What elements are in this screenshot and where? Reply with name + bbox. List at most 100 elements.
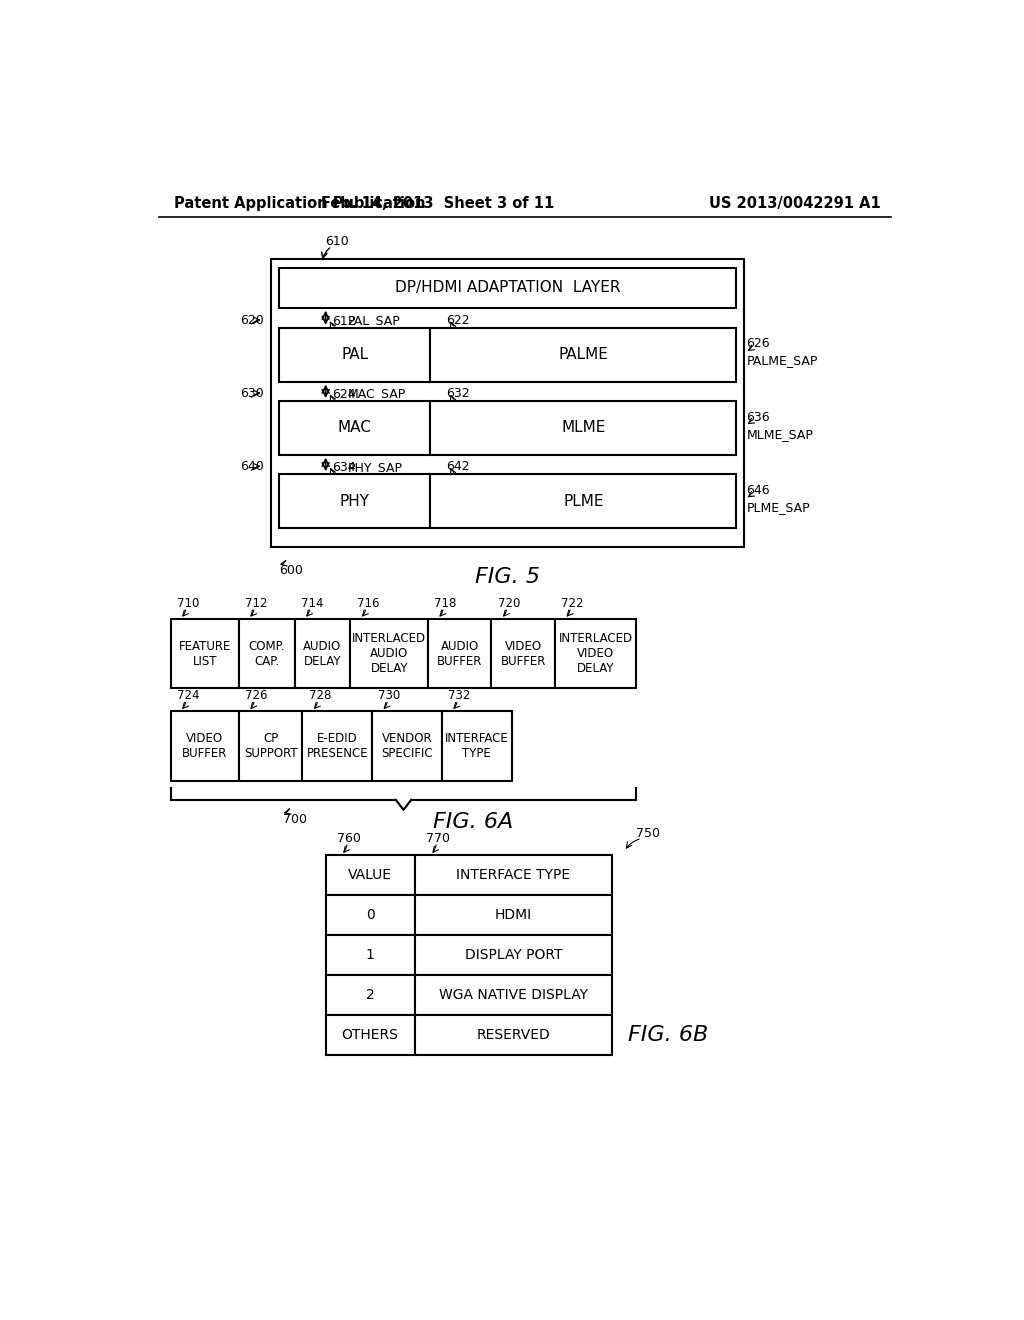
Text: PALME_SAP: PALME_SAP (746, 354, 818, 367)
Text: 636: 636 (746, 411, 770, 424)
Text: 1: 1 (366, 948, 375, 962)
Text: CP
SUPPORT: CP SUPPORT (244, 731, 297, 760)
Text: 732: 732 (449, 689, 470, 702)
Text: 770: 770 (426, 832, 451, 845)
Text: 610: 610 (326, 235, 349, 248)
Bar (239, 711, 302, 780)
Text: 724: 724 (177, 689, 200, 702)
Bar (280, 401, 430, 455)
Text: 722: 722 (561, 597, 584, 610)
Bar (415, 1015, 612, 1056)
Text: 714: 714 (301, 597, 324, 610)
Text: VALUE: VALUE (348, 869, 392, 882)
Text: INTERLACED
VIDEO
DELAY: INTERLACED VIDEO DELAY (559, 632, 633, 675)
Text: 712: 712 (245, 597, 267, 610)
Text: AUDIO
DELAY: AUDIO DELAY (303, 639, 342, 668)
Text: RESERVED: RESERVED (477, 1028, 551, 1043)
Text: 760: 760 (337, 832, 361, 845)
Bar (271, 259, 744, 548)
Text: 640: 640 (241, 459, 264, 473)
Text: FIG. 6A: FIG. 6A (433, 812, 513, 832)
Bar (326, 895, 415, 936)
Text: 0: 0 (366, 908, 375, 923)
Text: MLME: MLME (561, 420, 605, 436)
Text: 600: 600 (280, 564, 303, 577)
Text: MAC: MAC (338, 420, 372, 436)
Text: Patent Application Publication: Patent Application Publication (174, 195, 426, 211)
Text: MAC_SAP: MAC_SAP (347, 388, 406, 400)
Bar (326, 855, 415, 895)
Text: PAL: PAL (341, 347, 369, 362)
Text: WGA NATIVE DISPLAY: WGA NATIVE DISPLAY (439, 989, 588, 1002)
Bar (326, 975, 415, 1015)
Text: Feb. 14, 2013  Sheet 3 of 11: Feb. 14, 2013 Sheet 3 of 11 (322, 195, 555, 211)
Text: 710: 710 (177, 597, 200, 610)
Bar (171, 711, 239, 780)
Bar (302, 711, 372, 780)
Bar (415, 936, 612, 975)
Bar (295, 619, 350, 688)
Text: PALME: PALME (558, 347, 608, 362)
Bar (372, 711, 442, 780)
Text: DP/HDMI ADAPTATION  LAYER: DP/HDMI ADAPTATION LAYER (395, 280, 621, 296)
Text: PLME_SAP: PLME_SAP (746, 500, 810, 513)
Text: PHY_SAP: PHY_SAP (347, 461, 402, 474)
Bar (326, 1015, 415, 1056)
Bar (442, 711, 512, 780)
Text: 718: 718 (434, 597, 457, 610)
Text: 750: 750 (636, 828, 659, 841)
Text: VIDEO
BUFFER: VIDEO BUFFER (501, 639, 546, 668)
Bar (280, 268, 736, 308)
Text: 730: 730 (378, 689, 400, 702)
Text: 634: 634 (332, 462, 355, 474)
Bar (239, 619, 295, 688)
Text: 632: 632 (445, 387, 469, 400)
Text: 716: 716 (356, 597, 379, 610)
Text: FIG. 6B: FIG. 6B (628, 1026, 709, 1045)
Bar (430, 401, 736, 455)
Text: 626: 626 (746, 338, 770, 351)
Text: OTHERS: OTHERS (342, 1028, 398, 1043)
Text: COMP.
CAP.: COMP. CAP. (249, 639, 285, 668)
Text: 612: 612 (332, 315, 355, 329)
Text: AUDIO
BUFFER: AUDIO BUFFER (437, 639, 482, 668)
Text: 620: 620 (241, 314, 264, 326)
Bar (326, 936, 415, 975)
Text: 700: 700 (283, 813, 307, 825)
Text: 622: 622 (445, 314, 469, 326)
Text: VENDOR
SPECIFIC: VENDOR SPECIFIC (381, 731, 433, 760)
Text: 2: 2 (366, 989, 375, 1002)
Text: PAL_SAP: PAL_SAP (347, 314, 400, 327)
Bar (171, 619, 239, 688)
Text: 642: 642 (445, 459, 469, 473)
Bar (415, 855, 612, 895)
Text: MLME_SAP: MLME_SAP (746, 428, 813, 441)
Text: INTERFACE
TYPE: INTERFACE TYPE (444, 731, 509, 760)
Bar (280, 327, 430, 381)
Text: PLME: PLME (563, 494, 603, 508)
Bar (492, 619, 555, 688)
Text: US 2013/0042291 A1: US 2013/0042291 A1 (710, 195, 881, 211)
Text: 624: 624 (332, 388, 355, 401)
Text: 728: 728 (308, 689, 331, 702)
Text: FIG. 5: FIG. 5 (475, 566, 541, 586)
Text: FEATURE
LIST: FEATURE LIST (178, 639, 231, 668)
Text: 726: 726 (245, 689, 267, 702)
Bar (350, 619, 428, 688)
Text: DISPLAY PORT: DISPLAY PORT (465, 948, 562, 962)
Text: INTERFACE TYPE: INTERFACE TYPE (457, 869, 570, 882)
Text: INTERLACED
AUDIO
DELAY: INTERLACED AUDIO DELAY (352, 632, 426, 675)
Text: 720: 720 (498, 597, 520, 610)
Bar (555, 619, 636, 688)
Text: 630: 630 (241, 387, 264, 400)
Bar (428, 619, 492, 688)
Bar (415, 975, 612, 1015)
Bar (430, 327, 736, 381)
Text: 646: 646 (746, 483, 770, 496)
Bar (280, 474, 430, 528)
Text: VIDEO
BUFFER: VIDEO BUFFER (182, 731, 227, 760)
Bar (415, 895, 612, 936)
Bar (430, 474, 736, 528)
Text: PHY: PHY (340, 494, 370, 508)
Text: HDMI: HDMI (495, 908, 532, 923)
